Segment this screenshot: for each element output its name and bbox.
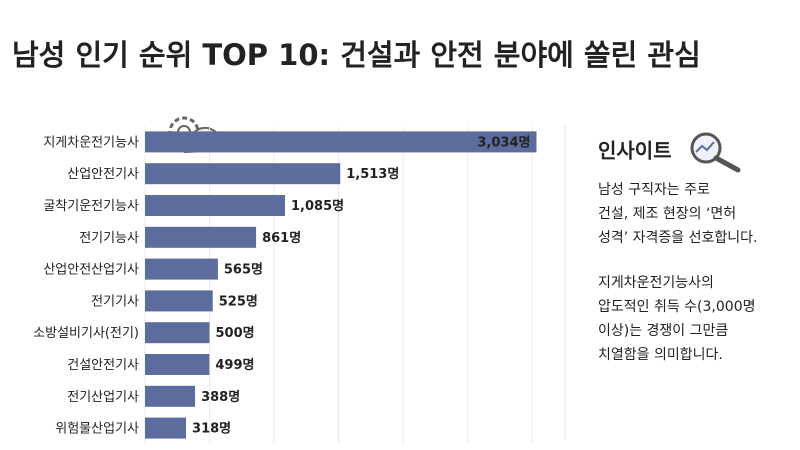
bar xyxy=(145,290,213,312)
y-tick-label: 산업안전산업기사 xyxy=(43,263,139,278)
y-tick-label: 굴착기운전기능사 xyxy=(43,199,139,214)
insight-title: 인사이트 xyxy=(598,139,672,163)
y-tick-label: 전기기사 xyxy=(91,294,139,309)
insight-text: 건설, 제조 현장의 ‘면허 xyxy=(598,206,736,222)
y-tick-label: 전기산업기사 xyxy=(67,390,139,405)
insight-text: 이상)는 경쟁이 그만큼 xyxy=(598,323,728,339)
insight-text: 성격’ 자격증을 선호합니다. xyxy=(598,230,757,246)
insight-text: 압도적인 취득 수(3,000명 xyxy=(598,299,755,315)
bar xyxy=(145,385,196,407)
y-tick-label: 소방설비기사(전기) xyxy=(33,326,139,341)
y-tick-label: 전기기능사 xyxy=(79,231,139,246)
value-label: 318명 xyxy=(192,421,231,437)
bar xyxy=(145,258,218,280)
insight-text: 남성 구직자는 주로 xyxy=(598,182,710,198)
value-label: 500명 xyxy=(216,325,255,341)
bar xyxy=(145,417,187,439)
insight-text: 치열함을 의미합니다. xyxy=(598,347,723,363)
value-label: 1,513명 xyxy=(346,166,399,182)
y-tick-label: 지게차운전기능사 xyxy=(43,135,139,150)
value-label: 525명 xyxy=(219,293,258,309)
chart-title: 남성 인기 순위 TOP 10: 건설과 안전 분야에 쏠린 관심 xyxy=(12,38,701,72)
y-tick-label: 위험물산업기사 xyxy=(55,422,139,437)
value-label: 861명 xyxy=(262,230,301,246)
bar xyxy=(145,195,285,216)
value-label: 388명 xyxy=(201,389,240,405)
magnifier-icon xyxy=(690,132,741,173)
value-label: 1,085명 xyxy=(291,198,344,214)
y-tick-label: 산업안전기사 xyxy=(67,167,139,182)
value-label: 565명 xyxy=(224,262,263,278)
bar xyxy=(145,322,210,344)
bar xyxy=(145,131,537,153)
value-label: 499명 xyxy=(215,357,254,373)
y-tick-label: 건설안전기사 xyxy=(67,358,139,373)
bar xyxy=(145,163,341,185)
bar xyxy=(145,226,257,248)
value-label: 3,034명 xyxy=(477,134,530,150)
insight-text: 지게차운전기능사의 xyxy=(598,275,714,291)
bar xyxy=(145,354,210,375)
